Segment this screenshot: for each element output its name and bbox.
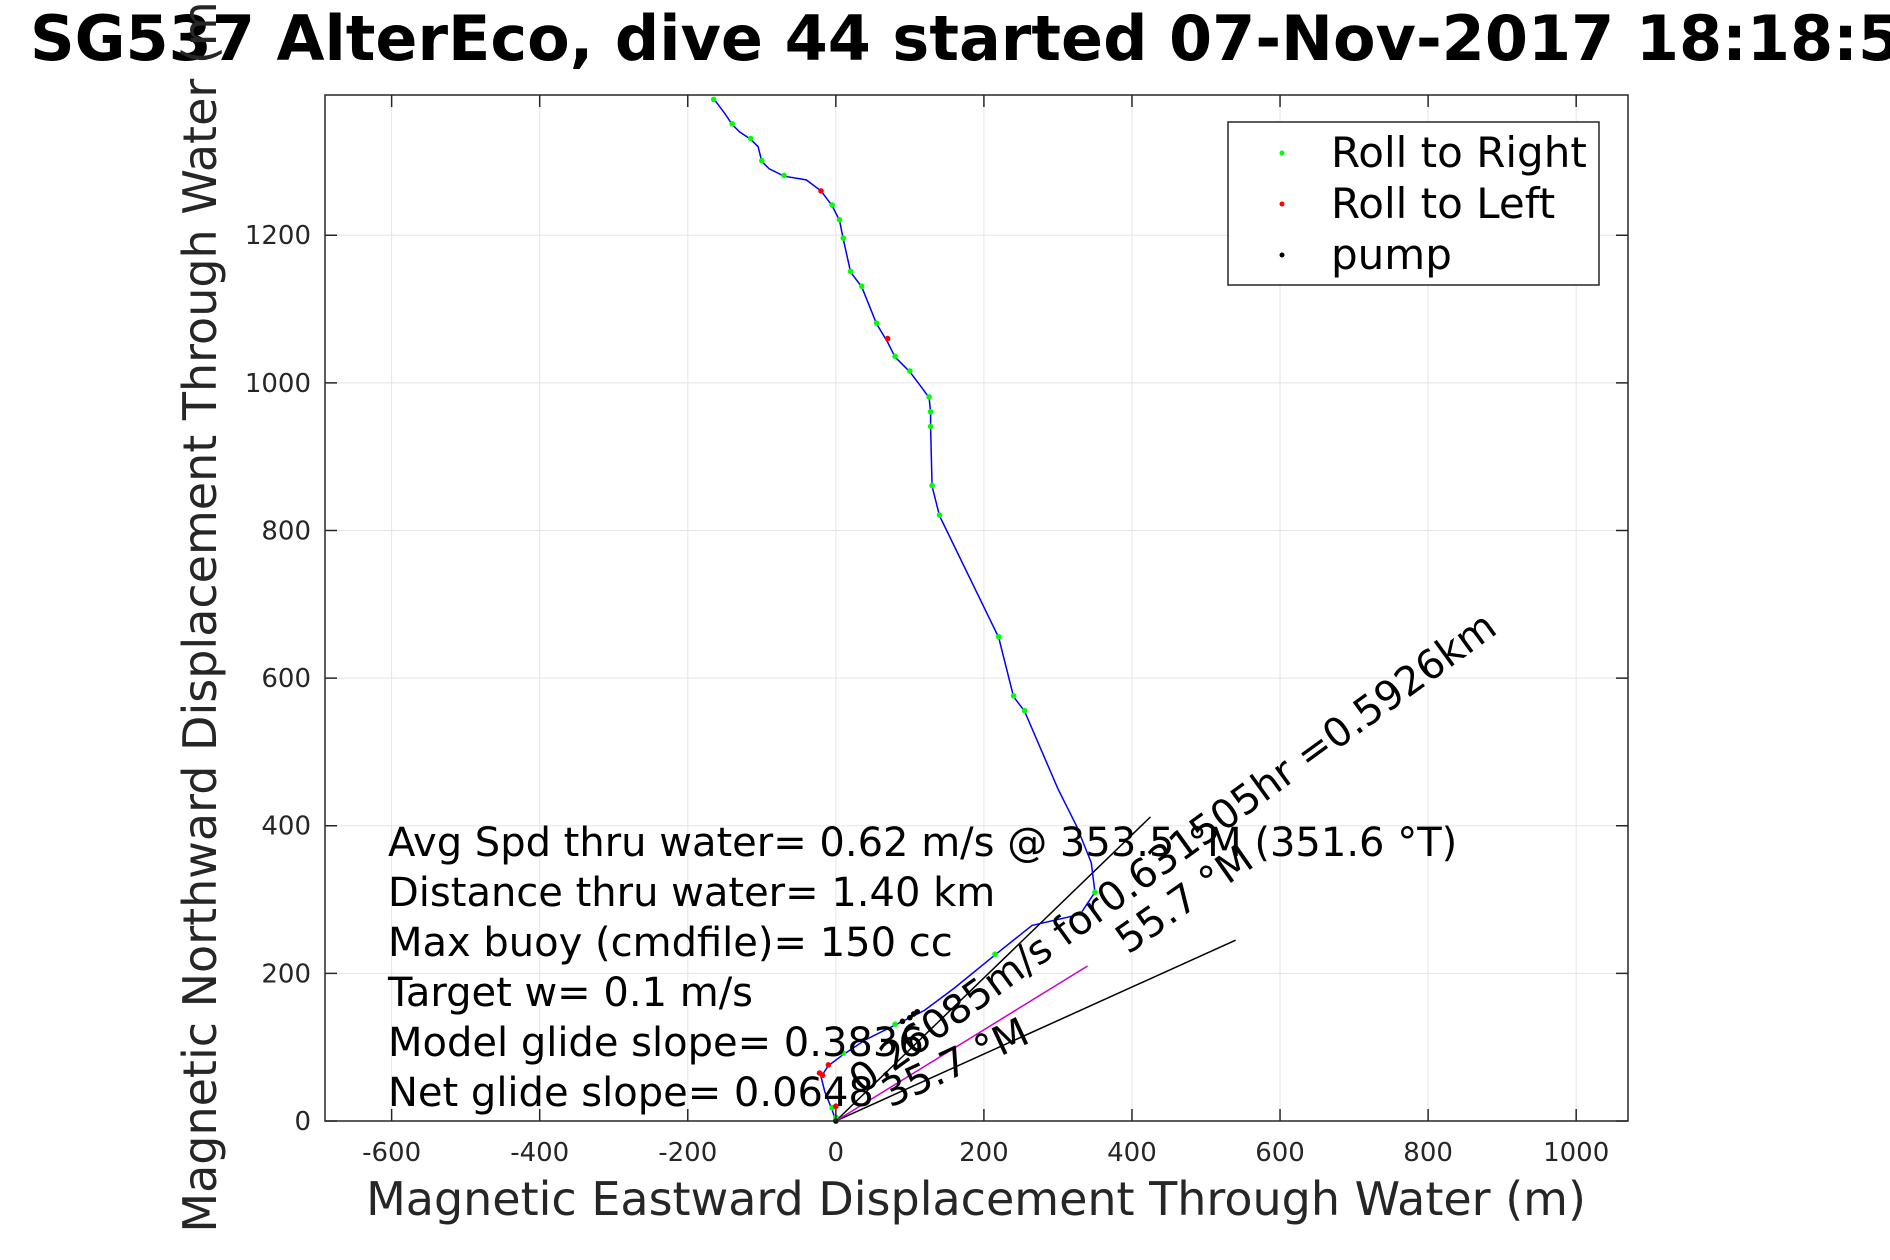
plot-frame [324, 94, 1629, 1122]
y-tick-labels: 0 200 400 600 800 1000 1200 [245, 221, 311, 1137]
x-tick-label: -600 [362, 1138, 421, 1168]
y-tick-label: 1200 [245, 221, 311, 251]
marker-roll-to-right [829, 202, 835, 208]
annotation-block: Avg Spd thru water= 0.62 m/s @ 353.5 °M … [387, 820, 1457, 1116]
marker-roll-to-left [818, 188, 824, 194]
legend-label-pump: pump [1331, 230, 1452, 279]
marker-roll-to-left [884, 335, 891, 342]
annotation-max-buoy: Max buoy (cmdfile)= 150 cc [388, 920, 953, 966]
annotation-target-w: Target w= 0.1 m/s [387, 970, 753, 1016]
marker-roll-to-right [873, 320, 880, 326]
marker-roll-to-right [1077, 910, 1083, 917]
marker-roll-to-right [759, 157, 765, 164]
marker-roll-to-right [927, 423, 934, 430]
x-tick-label: -200 [658, 1138, 717, 1168]
markers-layer [710, 96, 1098, 1124]
x-tick-label: 800 [1403, 1138, 1453, 1168]
y-tick-label: 400 [261, 812, 311, 842]
y-tick-label: 1000 [245, 369, 311, 399]
y-axis-label: Magnetic Northward Displacement Through … [173, 0, 227, 1233]
marker-roll-to-right [840, 1050, 847, 1056]
x-tick-label: 600 [1255, 1138, 1305, 1168]
y-tick-label: 800 [261, 516, 311, 546]
x-axis-label: Magnetic Eastward Displacement Through W… [366, 1172, 1586, 1226]
annotation-model-glide: Model glide slope= 0.3836 [388, 1020, 924, 1066]
marker-roll-to-right [995, 633, 1002, 640]
marker-roll-to-right [892, 1021, 898, 1028]
marker-roll-to-right [907, 368, 913, 374]
y-tick-label: 0 [294, 1107, 311, 1137]
marker-roll-to-left [825, 1062, 832, 1068]
x-tick-label: -400 [510, 1138, 569, 1168]
x-tick-label: 400 [1107, 1138, 1157, 1168]
x-tick-labels: -600 -400 -200 0 200 400 600 800 1000 [362, 1138, 1609, 1168]
y-tick-label: 600 [261, 664, 311, 694]
legend-marker-roll-right [1279, 150, 1285, 156]
marker-pump [907, 1014, 913, 1021]
chart-title: SG537 AlterEco, dive 44 started 07-Nov-2… [30, 2, 1890, 75]
marker-roll-to-right [710, 96, 717, 103]
reference-lines [835, 816, 1236, 1122]
legend: Roll to Right Roll to Left pump [1227, 121, 1600, 286]
x-tick-label: 0 [828, 1138, 845, 1168]
marker-roll-to-right [1010, 693, 1017, 699]
marker-roll-to-right [781, 172, 787, 179]
marker-roll-to-right [847, 268, 854, 275]
annotation-distance: Distance thru water= 1.40 km [388, 870, 995, 916]
marker-roll-to-right [929, 482, 935, 489]
marker-roll-to-right [992, 951, 998, 957]
marker-pump [899, 1018, 906, 1025]
legend-marker-roll-left [1279, 201, 1285, 207]
legend-marker-pump [1279, 252, 1285, 258]
marker-roll-to-right [729, 120, 735, 127]
axis-ticks [325, 95, 1628, 1122]
marker-roll-to-right [747, 135, 754, 142]
marker-roll-to-right [1021, 707, 1028, 714]
reference-line [835, 939, 1236, 1122]
annotation-net-glide: Net glide slope= 0.0648 [388, 1070, 874, 1116]
marker-roll-to-right [927, 408, 934, 415]
marker-roll-to-left [833, 1103, 839, 1110]
y-tick-label: 200 [261, 959, 311, 989]
marker-roll-to-right [858, 283, 865, 289]
legend-label-roll-right: Roll to Right [1331, 128, 1587, 177]
x-tick-label: 1000 [1543, 1138, 1609, 1168]
marker-roll-to-right [1092, 889, 1098, 895]
marker-roll-to-right [840, 235, 847, 241]
reference-line [835, 816, 1152, 1122]
marker-roll-to-right [936, 512, 943, 518]
marker-roll-to-right [892, 353, 898, 360]
marker-roll-to-right [926, 394, 932, 400]
annotation-avg-speed: Avg Spd thru water= 0.62 m/s @ 353.5 °M … [388, 820, 1457, 866]
legend-box [1227, 121, 1600, 286]
marker-roll-to-left [816, 1070, 823, 1076]
marker-roll-to-right [836, 216, 843, 223]
x-tick-label: 200 [959, 1138, 1009, 1168]
legend-label-roll-left: Roll to Left [1331, 179, 1555, 228]
reference-line [835, 965, 1088, 1122]
marker-pump [914, 1008, 921, 1015]
